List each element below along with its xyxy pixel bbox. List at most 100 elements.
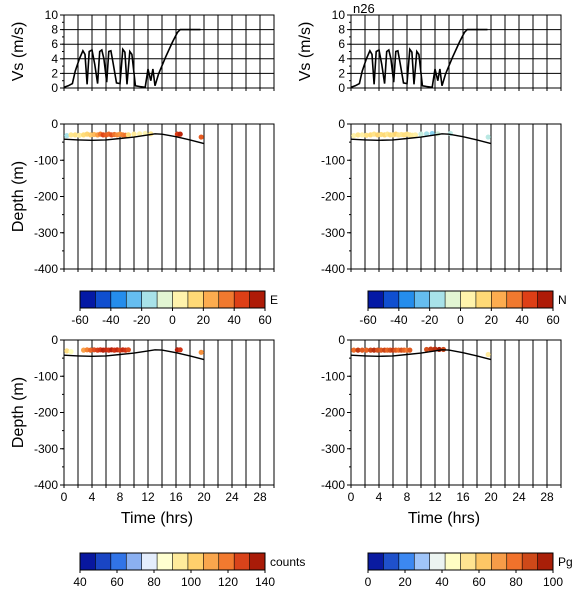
y-tick-label: -300 [321, 442, 345, 456]
colorbar-segment [414, 291, 431, 308]
y-axis-label: Vs (m/s) [10, 22, 27, 82]
colorbar-segment [491, 291, 508, 308]
y-tick-label: 8 [51, 23, 58, 37]
colorbar-tick-label: -20 [421, 313, 439, 327]
data-point [76, 132, 82, 138]
colorbar-segment [157, 553, 173, 570]
colorbar-tick-label: 80 [147, 575, 161, 589]
colorbar-segment [475, 553, 492, 570]
colorbar-frame [367, 552, 554, 571]
y-tick-label: -400 [34, 478, 58, 492]
colorbar-segment [475, 291, 492, 308]
x-tick-label: 0 [61, 490, 68, 504]
x-tick-label: 12 [141, 490, 155, 504]
x-tick-label: 24 [225, 490, 239, 504]
y-tick-label: 4 [338, 52, 345, 66]
plot-frame [63, 123, 275, 270]
x-tick-label: 20 [197, 490, 211, 504]
colorbar-segment [95, 291, 112, 308]
colorbar-segment [506, 291, 523, 308]
y-tick-label: 0 [51, 333, 58, 347]
vs-series-line [63, 28, 201, 89]
y-tick-label: 2 [51, 66, 58, 80]
colorbar-tick-label: 60 [110, 575, 124, 589]
data-point [363, 347, 369, 353]
data-point [72, 132, 78, 138]
x-tick-label: 4 [89, 490, 96, 504]
y-axis-label: Depth (m) [10, 377, 27, 448]
y-tick-label: -200 [321, 190, 345, 204]
data-point [355, 132, 361, 138]
colorbar-tick-label: 60 [258, 313, 272, 327]
colorbar-segment [368, 553, 384, 570]
colorbar-tick-label: 0 [365, 575, 372, 589]
colorbar-tick-label: 100 [543, 575, 563, 589]
data-point [177, 131, 183, 137]
y-tick-label: 0 [338, 81, 345, 95]
colorbar-segment [506, 553, 523, 570]
y-tick-label: 10 [332, 8, 346, 22]
x-axis-label: Time (hrs) [408, 510, 480, 527]
x-tick-label: 16 [456, 490, 470, 504]
colorbar-segment [491, 553, 508, 570]
data-point [198, 349, 204, 355]
colorbar-segment [203, 291, 220, 308]
colorbar-segment [126, 553, 143, 570]
data-point [359, 132, 365, 138]
x-tick-label: 12 [428, 490, 442, 504]
colorbar-segment [249, 553, 266, 570]
data-point [428, 346, 434, 352]
y-tick-label: 2 [338, 66, 345, 80]
colorbar-segment [187, 291, 204, 308]
colorbar-tick-label: -60 [359, 313, 377, 327]
colorbar-tick-label: 100 [181, 575, 201, 589]
y-tick-label: -400 [34, 262, 58, 276]
colorbar-label: Pg [558, 555, 573, 569]
data-point [485, 351, 491, 358]
colorbar-tick-label: -60 [71, 313, 89, 327]
y-axis-label: Vs (m/s) [297, 22, 314, 82]
x-tick-label: 4 [376, 490, 383, 504]
colorbar-segment [172, 291, 189, 308]
colorbar-tick-label: 0 [169, 313, 176, 327]
x-tick-label: 8 [117, 490, 124, 504]
y-tick-label: -300 [34, 442, 58, 456]
plot-frame [63, 339, 275, 486]
colorbar-tick-label: 40 [227, 313, 241, 327]
colorbar-segment [126, 291, 143, 308]
bottom-depth-line [63, 133, 205, 145]
plot-frame [350, 123, 562, 270]
colorbar-segment [234, 291, 250, 308]
colorbar-segment [445, 291, 461, 308]
data-point [137, 131, 143, 137]
colorbar-segment [383, 553, 400, 570]
y-tick-label: -100 [321, 153, 345, 167]
x-tick-label: 28 [253, 490, 267, 504]
colorbar-segment [80, 553, 96, 570]
bottom-depth-line [63, 349, 205, 361]
colorbar-segment [203, 553, 220, 570]
colorbar-tick-label: 20 [485, 313, 499, 327]
plot-frame [350, 339, 562, 486]
colorbar-segment [383, 291, 400, 308]
bottom-depth-line [350, 349, 492, 361]
colorbar-label: counts [270, 555, 305, 569]
colorbar-tick-label: 140 [255, 575, 275, 589]
y-tick-label: 0 [51, 81, 58, 95]
y-tick-label: -100 [34, 369, 58, 383]
y-tick-label: 0 [338, 333, 345, 347]
data-point [424, 346, 430, 353]
colorbar-segment [460, 291, 477, 308]
y-tick-label: 0 [338, 117, 345, 131]
colorbar-tick-label: 40 [73, 575, 87, 589]
y-tick-label: -200 [34, 406, 58, 420]
colorbar-segment [522, 553, 538, 570]
y-tick-label: -200 [321, 406, 345, 420]
colorbar-segment [460, 553, 477, 570]
data-point [64, 133, 70, 139]
colorbar-segment [172, 553, 189, 570]
y-tick-label: -300 [321, 226, 345, 240]
x-tick-label: 16 [169, 490, 183, 504]
colorbar-label: N [558, 293, 567, 307]
